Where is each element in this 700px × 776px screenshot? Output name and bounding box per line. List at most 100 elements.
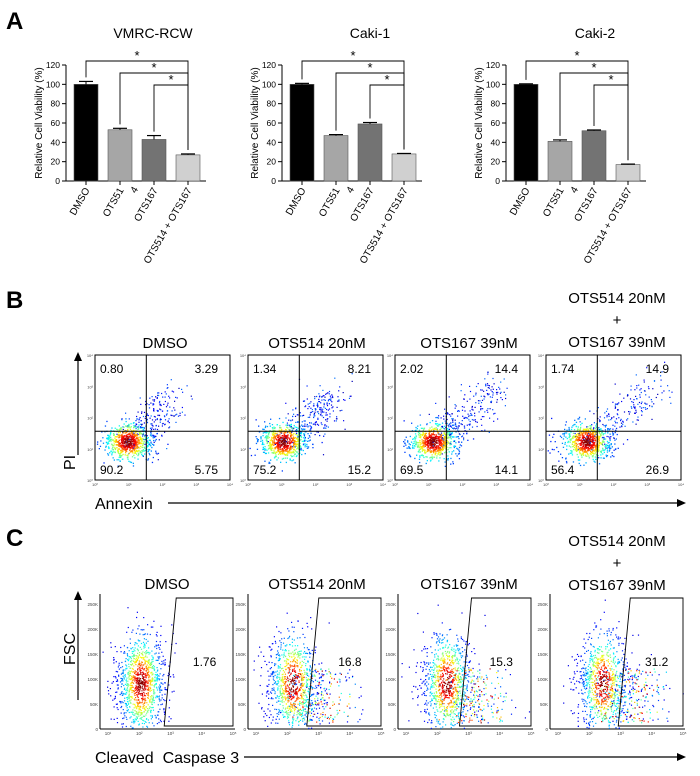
- data-point: [644, 391, 645, 392]
- data-point: [130, 429, 131, 430]
- data-point: [563, 447, 564, 448]
- data-point: [149, 681, 150, 682]
- data-point: [172, 391, 173, 392]
- data-point: [140, 404, 141, 405]
- data-point: [465, 417, 466, 418]
- data-point: [131, 658, 132, 659]
- data-point: [639, 406, 640, 407]
- data-point: [148, 654, 149, 655]
- data-point: [144, 645, 145, 646]
- data-point: [592, 456, 593, 457]
- data-point: [496, 389, 497, 390]
- data-point: [271, 450, 272, 451]
- data-point: [548, 450, 549, 451]
- data-point: [154, 436, 155, 437]
- data-point: [487, 408, 488, 409]
- data-point: [434, 449, 435, 450]
- data-point: [585, 434, 586, 435]
- data-point: [633, 404, 634, 405]
- data-point: [305, 445, 306, 446]
- data-point: [414, 445, 415, 446]
- data-point: [621, 426, 622, 427]
- data-point: [164, 416, 165, 417]
- data-point: [455, 420, 456, 421]
- data-point: [601, 444, 602, 445]
- data-point: [291, 442, 292, 443]
- data-point: [130, 423, 131, 424]
- data-point: [128, 447, 129, 448]
- data-point: [308, 426, 309, 427]
- x-tick-label: 10³: [493, 482, 499, 487]
- data-point: [425, 446, 426, 447]
- data-point: [173, 391, 174, 392]
- data-point: [133, 671, 134, 672]
- data-point: [416, 444, 417, 445]
- data-point: [124, 645, 125, 646]
- data-point: [473, 420, 474, 421]
- data-point: [644, 381, 645, 382]
- data-point: [171, 624, 172, 625]
- data-point: [564, 435, 565, 436]
- data-point: [464, 394, 465, 395]
- significance-star: *: [574, 48, 579, 63]
- data-point: [448, 429, 449, 430]
- data-point: [430, 439, 431, 440]
- data-point: [149, 398, 150, 399]
- data-point: [308, 446, 309, 447]
- data-point: [598, 451, 599, 452]
- x-tick-label: 10⁴: [346, 731, 353, 736]
- data-point: [133, 656, 134, 657]
- data-point: [275, 443, 276, 444]
- data-point: [433, 433, 434, 434]
- data-point: [612, 429, 613, 430]
- data-point: [147, 708, 148, 709]
- x-tick-label: 10⁰: [92, 482, 98, 487]
- data-point: [126, 442, 127, 443]
- data-point: [444, 458, 445, 459]
- data-point: [587, 450, 588, 451]
- data-point: [479, 411, 480, 412]
- data-point: [291, 427, 292, 428]
- data-point: [317, 406, 318, 407]
- data-point: [310, 433, 311, 434]
- data-point: [425, 434, 426, 435]
- data-point: [456, 405, 457, 406]
- data-point: [150, 691, 151, 692]
- data-point: [117, 707, 118, 708]
- data-point: [135, 690, 136, 691]
- data-point: [652, 406, 653, 407]
- y-tick-label: 10¹: [387, 447, 393, 452]
- data-point: [143, 634, 144, 635]
- data-point: [282, 435, 283, 436]
- data-point: [175, 397, 176, 398]
- data-point: [132, 682, 133, 683]
- data-point: [403, 446, 404, 447]
- data-point: [130, 648, 131, 649]
- data-point: [297, 446, 298, 447]
- data-point: [295, 408, 296, 409]
- data-point: [436, 438, 437, 439]
- data-point: [442, 438, 443, 439]
- data-point: [131, 632, 132, 633]
- data-point: [496, 394, 497, 395]
- data-point: [329, 413, 330, 414]
- data-point: [122, 459, 123, 460]
- data-point: [587, 426, 588, 427]
- data-point: [457, 449, 458, 450]
- data-point: [110, 695, 111, 696]
- data-point: [110, 433, 111, 434]
- data-point: [129, 690, 130, 691]
- data-point: [564, 433, 565, 434]
- data-point: [287, 439, 288, 440]
- data-point: [262, 442, 263, 443]
- data-point: [435, 454, 436, 455]
- data-point: [277, 445, 278, 446]
- y-tick-label: 20: [267, 157, 277, 167]
- data-point: [160, 686, 161, 687]
- data-point: [582, 437, 583, 438]
- data-point: [134, 662, 135, 663]
- data-point: [134, 679, 135, 680]
- data-point: [167, 413, 168, 414]
- data-point: [113, 445, 114, 446]
- data-point: [322, 409, 323, 410]
